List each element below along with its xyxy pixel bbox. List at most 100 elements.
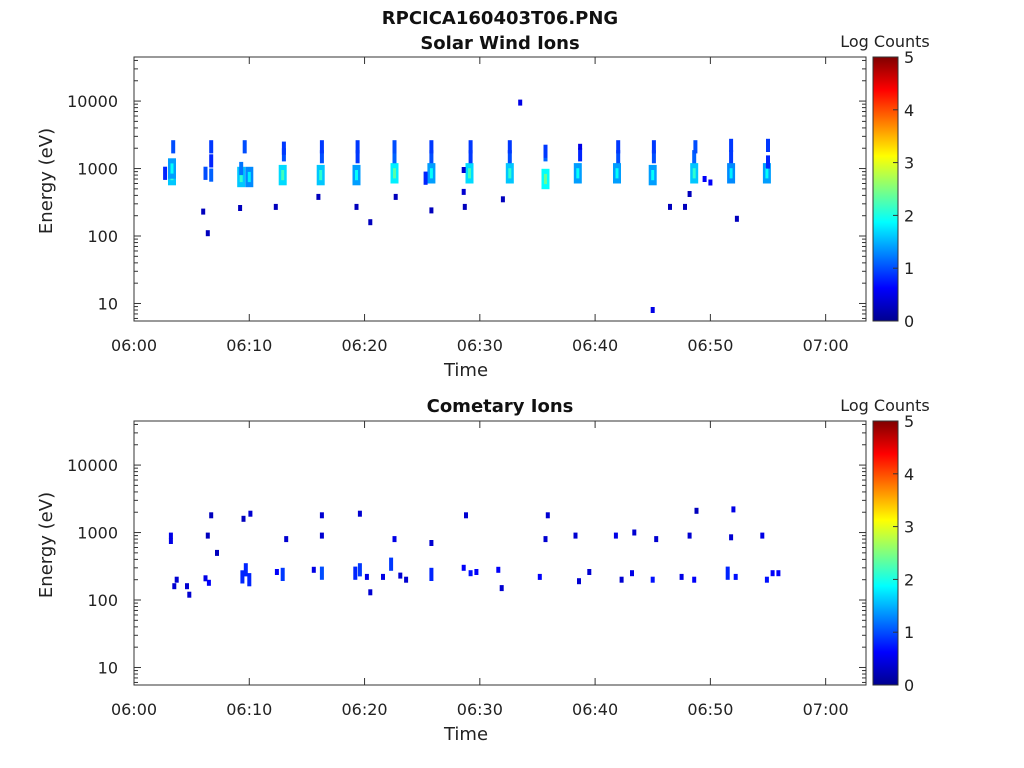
heatmap-cell (461, 188, 466, 195)
y-tick-label: 10 (98, 658, 118, 677)
heatmap-cell (355, 150, 360, 164)
heatmap-cell (281, 141, 286, 155)
heatmap-cell-core (355, 170, 358, 181)
heatmap-cell (429, 140, 434, 154)
heatmap-cell (578, 143, 583, 150)
heatmap-cell (209, 512, 214, 519)
y-tick-label: 1000 (77, 160, 118, 179)
colorbar-tick-label: 2 (904, 206, 914, 225)
heatmap-cell (404, 576, 409, 583)
heatmap-cell (687, 532, 692, 539)
colorbar-tick-label: 4 (904, 101, 914, 120)
heatmap-cell (393, 193, 398, 200)
axes-title: Solar Wind Ions (420, 33, 579, 54)
heatmap-cell (242, 140, 247, 154)
heatmap-cell (587, 569, 592, 575)
heatmap-cell (683, 203, 687, 210)
heatmap-cell-core (239, 171, 243, 183)
colorbar-tick-label: 4 (904, 465, 914, 484)
heatmap-cell-core (765, 168, 769, 179)
heatmap-cell (429, 540, 434, 546)
heatmap-cell (240, 570, 245, 584)
heatmap-cell (616, 150, 621, 164)
heatmap-cell (171, 140, 176, 154)
heatmap-cell (464, 512, 468, 519)
heatmap-cell (429, 567, 434, 581)
heatmap-cell (174, 576, 179, 583)
heatmap-cell (650, 576, 655, 583)
heatmap-cell-core (544, 173, 547, 185)
y-axis-label: Energy (eV) (36, 128, 57, 234)
colorbar-tick-label: 1 (904, 259, 914, 278)
heatmap-cell (319, 566, 324, 580)
heatmap-cell (702, 176, 707, 182)
heatmap-cell (203, 575, 208, 582)
heatmap-cell (650, 307, 655, 313)
heatmap-cell (185, 583, 189, 590)
heatmap-cell (692, 576, 697, 583)
heatmap-cell (284, 536, 289, 543)
heatmap-cell (733, 573, 738, 580)
x-axis-label: Time (443, 724, 488, 745)
heatmap-cell (172, 583, 177, 590)
heatmap-cell (537, 573, 542, 580)
heatmap-cell (168, 532, 173, 539)
heatmap-cell (461, 564, 466, 571)
heatmap-cell (578, 148, 583, 162)
heatmap-cell (770, 570, 775, 577)
heatmap-cell (381, 573, 385, 580)
heatmap-cell (201, 208, 206, 215)
heatmap-cell (319, 140, 324, 154)
heatmap-cell (461, 167, 466, 173)
heatmap-cell (392, 536, 397, 543)
x-tick-label: 06:10 (226, 700, 272, 719)
x-tick-label: 06:10 (226, 336, 272, 355)
heatmap-cell (311, 566, 316, 573)
heatmap-cell (543, 536, 548, 543)
y-tick-label: 10000 (67, 456, 118, 475)
heatmap-cell (280, 567, 285, 581)
x-tick-label: 07:00 (803, 336, 849, 355)
heatmap-cell (238, 205, 243, 211)
heatmap-cell-core (393, 168, 396, 179)
heatmap-cell (205, 230, 210, 237)
heatmap-cell (619, 576, 624, 583)
heatmap-cell (423, 171, 428, 185)
heatmap-cell (468, 570, 473, 577)
heatmap-cell (725, 566, 730, 580)
heatmap-cell (241, 515, 246, 522)
heatmap-cell (215, 549, 219, 556)
x-axis: 06:00 06:10 06:20 06:30 06:40 06:50 07:00 (111, 57, 849, 355)
heatmap-cell (500, 196, 505, 203)
heatmap-cell (679, 573, 684, 580)
x-tick-label: 06:30 (457, 336, 503, 355)
heatmap-cell (429, 207, 434, 214)
heatmap-cell (273, 203, 278, 210)
y-axis: 10 100 1000 10000 (67, 59, 866, 319)
heatmap-cell-core (508, 168, 512, 179)
heatmap-cell (577, 578, 581, 585)
heatmap-cell (766, 138, 770, 152)
y-tick-label: 100 (87, 591, 118, 610)
heatmap-cell (354, 203, 359, 210)
heatmap-cell-core (692, 168, 696, 179)
heatmap-cell (518, 99, 523, 106)
heatmap-cell (668, 203, 672, 210)
heatmap-cell (507, 140, 512, 154)
colorbar-gradient (872, 420, 899, 686)
heatmap-cell-core (247, 171, 251, 183)
heatmap-cell (248, 510, 253, 517)
colorbar-tick-label: 3 (904, 154, 914, 173)
heatmap-cell (357, 563, 362, 577)
x-tick-label: 06:30 (457, 700, 503, 719)
heatmap-cell (651, 150, 656, 164)
colorbar-tick-label: 5 (904, 412, 914, 431)
heatmap-cell (316, 193, 321, 200)
colorbar-label: Log Counts (840, 396, 930, 415)
x-tick-label: 07:00 (803, 700, 849, 719)
plot-area (133, 56, 867, 322)
heatmap-cell (692, 150, 697, 164)
heatmap-cell (429, 150, 434, 164)
heatmap-cell (729, 150, 734, 164)
